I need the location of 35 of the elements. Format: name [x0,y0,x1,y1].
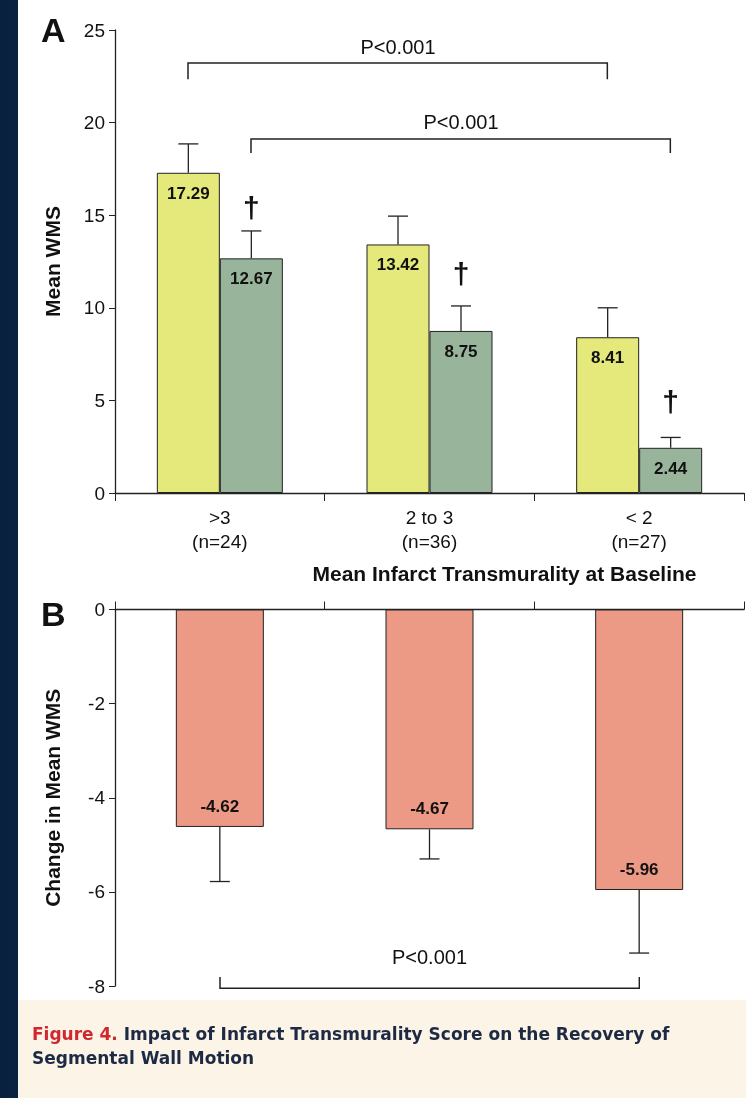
y-axis-title: Mean WMS [41,206,64,317]
data-label: -4.67 [410,799,449,819]
x-axis-title: Mean Infarct Transmurality at Baseline [312,562,697,585]
data-label: 2.44 [654,458,688,478]
y-tick-label: 20 [83,112,105,134]
annotation: † [242,190,260,225]
chart-title: B [41,595,66,633]
data-label: -4.62 [200,796,240,816]
x-tick-label: 2 to 3 (n=36) [401,506,458,552]
data-label: 17.29 [167,183,210,203]
data-label: 8.41 [591,348,625,368]
annotation: P<0.001 [360,35,436,59]
x-tick-label: >3 (n=24) [192,506,248,552]
y-tick-label: 10 [83,297,105,319]
annotation: P<0.001 [391,945,468,969]
caption: Figure 4. Impact of Infarct Transmurality Score on the Recovery of Segmental Wall Motion [32,1023,671,1070]
y-tick-label: 25 [83,19,105,41]
data-label: 12.67 [230,269,273,289]
y-tick-label: -4 [88,787,106,809]
y-tick-label: 5 [94,389,105,411]
x-tick-label: < 2 (n=27) [611,506,667,552]
y-tick-label: -2 [88,693,105,715]
annotation: † [662,385,679,420]
y-axis-title: Change in Mean WMS [41,688,64,907]
chart-title: A [41,11,66,49]
data-label: -5.96 [619,859,659,879]
annotation: P<0.001 [423,110,499,134]
y-tick-label: -8 [88,975,105,997]
data-label: 8.75 [444,341,478,361]
y-tick-label: 0 [94,599,105,620]
y-tick-label: -6 [88,881,105,903]
y-tick-label: 15 [83,204,105,226]
y-tick-label: 0 [94,482,105,504]
annotation: † [452,257,470,292]
data-label: 13.42 [376,255,420,275]
